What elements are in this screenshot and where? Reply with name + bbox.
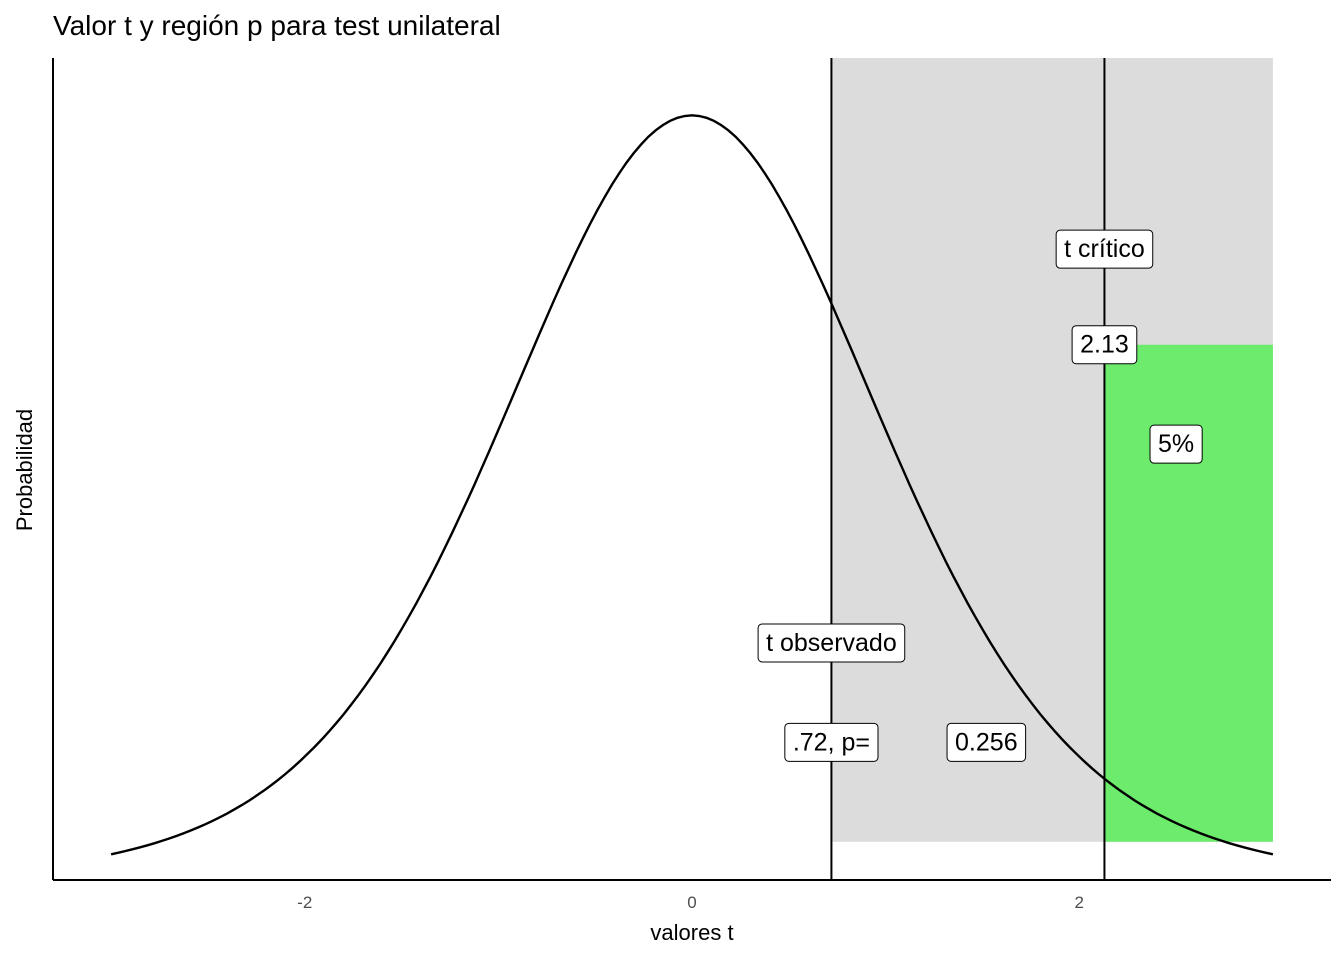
- y-axis-title: Probabilidad: [12, 409, 37, 531]
- x-tick-label: 2: [1075, 893, 1084, 912]
- annotation-box: [784, 722, 879, 762]
- annotation-label: t crítico: [1055, 229, 1154, 269]
- shaded-region-critical: [1104, 344, 1273, 842]
- plot-area: -2 0 2 t crítico 2.13 5% t observado .72, p= 0.2…: [52, 58, 1331, 912]
- annotation-text: t crítico: [1064, 235, 1145, 263]
- annotation-box: [1071, 325, 1138, 365]
- x-tick-label: -2: [297, 893, 312, 912]
- annotation-label: 0.256: [946, 722, 1027, 762]
- annotation-box: [757, 623, 906, 663]
- annotation-text: t observado: [766, 629, 897, 657]
- annotation-label: 5%: [1149, 424, 1203, 464]
- annotation-text: 0.256: [955, 728, 1018, 756]
- annotation-box: [946, 722, 1027, 762]
- annotation-label: .72, p=: [784, 722, 879, 762]
- annotation-box: [1055, 229, 1154, 269]
- annotation-text: 2.13: [1080, 331, 1129, 359]
- x-tick-label: 0: [687, 893, 696, 912]
- annotation-text: 5%: [1158, 430, 1194, 458]
- density-curve: [110, 114, 1274, 856]
- annotation-label: t observado: [757, 623, 906, 663]
- chart-title: Valor t y región p para test unilateral: [53, 10, 501, 41]
- annotation-label: 2.13: [1071, 325, 1138, 365]
- annotation-text: .72, p=: [793, 728, 870, 756]
- x-axis-title: valores t: [650, 920, 733, 945]
- annotation-box: [1149, 424, 1203, 464]
